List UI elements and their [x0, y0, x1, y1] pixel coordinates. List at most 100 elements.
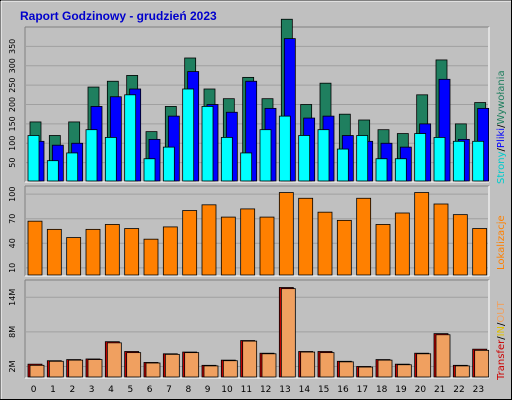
transfer-out-bar: [184, 352, 200, 378]
panel1-ytick-label: 100: [8, 136, 17, 151]
legend-out: OUT: [496, 300, 507, 322]
legend-in: IN: [496, 326, 507, 336]
legend-strony: Strony: [496, 151, 507, 184]
transfer-out-bar: [396, 364, 412, 378]
transfer-out-bar: [106, 342, 122, 378]
panel3-ytick-label: 2M: [8, 360, 17, 372]
transfer-out-bar: [474, 349, 490, 378]
panel3-ytick-label: 8M: [8, 326, 17, 338]
panel2-ytick-label: 70: [8, 214, 17, 224]
transfer-out-bar: [145, 362, 161, 378]
legend-lokalizacje: Lokalizacje: [496, 215, 507, 270]
transfer-out-bar: [280, 288, 296, 378]
x-axis-hours: 0 1 2 3 4 5 6 7 8 9 10 11 12 13 14 15 16 17 18 19 20 21 22 23: [31, 385, 484, 395]
pages-bar: [46, 160, 59, 182]
sites-bar: [124, 228, 140, 276]
legend-pliki: Pliki: [496, 128, 507, 148]
pages-bar: [220, 137, 233, 182]
pages-bar: [201, 106, 214, 182]
pages-bar: [298, 135, 311, 182]
legend-traffic: Transfer/IN/OUT: [496, 300, 507, 381]
sites-bar: [298, 197, 314, 276]
legend-transfer: Transfer: [496, 339, 507, 381]
transfer-out-bar: [48, 360, 64, 378]
x-tick-label: 22: [453, 385, 464, 395]
sites-bar: [414, 192, 430, 276]
x-tick-label: 15: [318, 385, 329, 395]
pages-bar: [182, 88, 195, 182]
pages-bar: [85, 129, 98, 182]
transfer-out-bar: [358, 366, 374, 378]
x-tick-label: 5: [127, 385, 133, 395]
panel-hits-files-pages: 50 100 150 200 250 300 350: [8, 18, 490, 183]
pages-bar: [278, 115, 291, 182]
sites-bar: [278, 192, 294, 276]
legend-pages-files-hits: Strony/Pliki/Wywołania: [496, 70, 507, 184]
transfer-out-bar: [319, 352, 335, 378]
x-tick-label: 17: [357, 385, 368, 395]
sites-bar: [394, 212, 410, 276]
panel1-ytick-label: 300: [8, 58, 17, 73]
pages-bar: [27, 135, 40, 182]
pages-bar: [66, 152, 79, 182]
x-tick-label: 3: [89, 385, 95, 395]
pages-bar: [356, 135, 369, 182]
panel1-ytick-label: 350: [8, 39, 17, 54]
sites-bar: [433, 203, 449, 276]
transfer-out-bar: [164, 353, 180, 378]
legend-wywolania: Wywołania: [496, 70, 507, 124]
transfer-out-bar: [87, 359, 103, 378]
pages-bar: [433, 137, 446, 182]
sites-bar: [162, 226, 178, 276]
panel2-ytick-label: 40: [8, 238, 17, 248]
x-tick-label: 2: [69, 385, 75, 395]
sites-bar: [201, 204, 217, 276]
pages-bar: [124, 94, 137, 182]
x-tick-label: 20: [415, 385, 427, 395]
pages-bar: [472, 140, 485, 182]
transfer-out-bar: [261, 353, 277, 378]
panel1-ytick-label: 50: [8, 158, 17, 168]
x-tick-label: 4: [108, 385, 114, 395]
pages-bar: [336, 148, 349, 182]
pages-bar: [375, 158, 388, 182]
legend-sites: Lokalizacje: [496, 215, 507, 270]
panel3-ytick-label: 14M: [8, 289, 17, 306]
transfer-out-bar: [203, 365, 219, 378]
legend-sep2: /: [496, 124, 507, 128]
panel-traffic: 2M 8M 14M: [8, 279, 490, 379]
x-tick-label: 21: [434, 385, 445, 395]
sites-bar: [356, 197, 372, 276]
sites-bar: [220, 216, 236, 276]
x-tick-label: 0: [31, 385, 37, 395]
pages-bar: [317, 129, 330, 182]
sites-bar: [66, 237, 82, 276]
x-tick-label: 11: [241, 385, 252, 395]
sites-bar: [259, 216, 275, 276]
pages-bar: [414, 133, 427, 182]
panel2-plot-area: [25, 186, 489, 276]
sites-bar: [317, 211, 333, 276]
transfer-out-bar: [338, 361, 354, 378]
pages-bar: [162, 146, 175, 182]
sites-bar: [240, 208, 256, 276]
transfer-out-bar: [435, 334, 451, 378]
sites-bar: [452, 214, 468, 276]
transfer-out-bar: [300, 351, 316, 378]
sites-bar: [27, 220, 43, 276]
transfer-out-bar: [416, 353, 432, 378]
panel2-ytick-label: 100: [8, 187, 17, 202]
chart-title: Raport Godzinowy - grudzień 2023: [20, 9, 217, 23]
pages-bar: [143, 158, 156, 182]
transfer-out-bar: [126, 352, 142, 378]
pages-bar: [394, 158, 407, 182]
panel1-ytick-label: 200: [8, 97, 17, 112]
x-tick-label: 10: [221, 385, 233, 395]
x-tick-label: 6: [147, 385, 153, 395]
pages-bar: [240, 152, 253, 182]
pages-bar: [452, 140, 465, 182]
pages-bar: [259, 129, 272, 182]
sites-bar: [104, 224, 120, 276]
x-tick-label: 13: [279, 385, 290, 395]
